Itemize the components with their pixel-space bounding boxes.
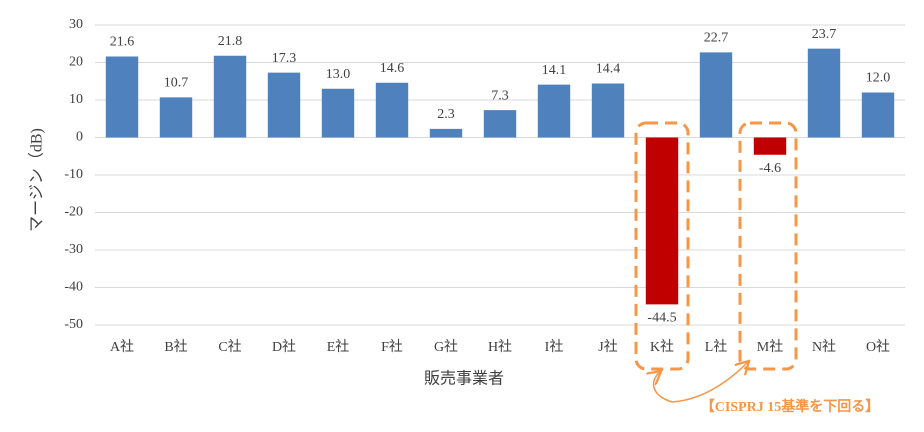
value-label: 21.8	[218, 34, 243, 49]
bar	[159, 97, 193, 138]
highlight-box	[634, 121, 690, 371]
x-tick-label: L社	[705, 339, 728, 355]
y-tick-label: -40	[64, 280, 83, 295]
bar	[753, 137, 787, 155]
highlight-box	[738, 121, 798, 371]
value-label: 21.6	[110, 35, 135, 50]
x-tick-label: H社	[488, 339, 512, 355]
x-tick-label: O社	[866, 339, 890, 355]
x-tick-label: C社	[218, 339, 241, 355]
x-tick-label: M社	[757, 339, 783, 355]
value-label: 14.6	[380, 61, 405, 76]
x-tick-label: N社	[812, 339, 836, 355]
value-label: 2.3	[437, 107, 455, 122]
y-tick-label: -20	[64, 205, 83, 220]
bar	[375, 82, 409, 138]
arrow	[654, 372, 673, 403]
y-tick-label: 0	[76, 130, 83, 145]
value-label: 14.4	[596, 62, 621, 77]
y-tick-label: 10	[69, 92, 83, 107]
value-label: 17.3	[272, 51, 297, 66]
x-tick-label: G社	[434, 339, 458, 355]
y-axis-title: マージン（dB)	[28, 128, 46, 232]
annotation: 【CISPRJ 15基準を下回る】	[701, 398, 880, 415]
x-tick-label: E社	[327, 339, 350, 355]
x-tick-label: D社	[272, 339, 296, 355]
bar	[807, 48, 841, 138]
bar	[105, 56, 139, 138]
x-axis-title: 販売事業者	[424, 370, 504, 388]
bar	[699, 52, 733, 138]
y-tick-label: 30	[69, 17, 83, 32]
x-tick-label: B社	[164, 339, 187, 355]
value-label: 12.0	[866, 71, 891, 86]
value-label: 7.3	[491, 88, 509, 103]
y-tick-label: -50	[64, 317, 83, 332]
bar	[483, 110, 517, 138]
x-tick-label: I社	[545, 339, 564, 355]
x-tick-label: A社	[110, 339, 134, 355]
bar	[591, 83, 625, 138]
bar	[267, 72, 301, 138]
bar	[429, 128, 463, 138]
value-label: 23.7	[812, 27, 837, 42]
y-tick-label: -10	[64, 167, 83, 182]
bar	[537, 84, 571, 138]
y-tick-label: -30	[64, 242, 83, 257]
y-tick-label: 20	[69, 55, 83, 70]
bar	[645, 137, 679, 305]
x-tick-label: J社	[598, 339, 617, 355]
value-label: -4.6	[759, 161, 781, 176]
value-label: 10.7	[164, 76, 189, 91]
value-label: 13.0	[326, 67, 351, 82]
bar	[213, 55, 247, 138]
value-label: -44.5	[647, 311, 676, 326]
value-label: 14.1	[542, 63, 567, 78]
x-tick-label: K社	[650, 339, 674, 355]
x-tick-label: F社	[381, 339, 403, 355]
arrow	[671, 362, 748, 403]
bar	[861, 92, 895, 138]
bar	[321, 88, 355, 138]
value-label: 22.7	[704, 31, 729, 46]
